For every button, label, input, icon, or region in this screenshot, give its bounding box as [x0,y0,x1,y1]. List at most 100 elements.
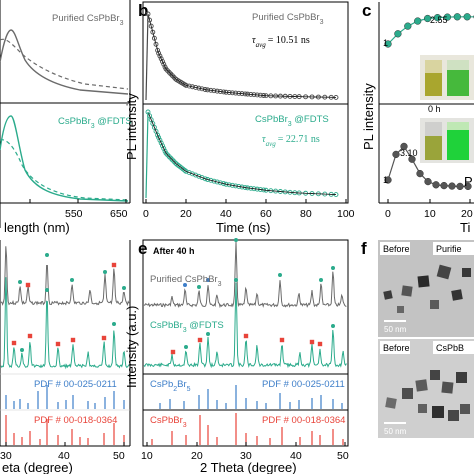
peak-marker-square [317,341,323,347]
series-point [416,169,424,178]
panel-c-lower-series [384,142,472,191]
panel-c: c PL intensity 0 h 1 2.55 1 3.10 [361,1,474,235]
series-point [440,181,448,190]
decay-marker [155,132,161,138]
panel-a-lower-solid-curve [0,115,129,202]
panel-d: PDF # 00-025-0211 PDF # 00-018-0364 30 4… [0,240,131,474]
decay-marker [150,29,156,35]
decay-fit-line [147,13,336,98]
panel-c-upper-photo [420,55,474,100]
peak-marker-dot [183,283,187,287]
peak-marker-dot [319,278,323,282]
peak-marker-square [197,337,203,343]
panel-e-xtick-50: 50 [337,450,349,462]
panel-e-upper-title: Purified CsPbBr3 [150,274,222,288]
peak-marker-dot [45,253,49,257]
panel-b-lower-tau: τavg = 22.71 ns [262,134,320,148]
panel-c-lower-first: 1 [383,175,388,185]
panel-e-lower-title: CsPbBr3 @FDTS [150,320,224,334]
panel-e-lower-pattern [143,282,347,369]
series-line [387,16,474,45]
panel-d-upper-pattern [0,246,130,307]
peak-marker-dot [184,345,188,349]
panel-d-pdf-red: PDF # 00-018-0364 [34,415,117,426]
panel-d-blue-reference-sticks [5,385,125,409]
peak-marker-square [70,337,76,343]
series-point [453,13,461,21]
panel-d-xtick-40: 40 [58,450,70,462]
peak-marker-dot [234,238,238,242]
peak-marker-square [279,337,285,343]
panel-b-xtick-100: 100 [337,208,355,220]
panel-e-xticks [146,442,346,446]
decay-marker [153,41,159,47]
series-point [433,14,442,22]
peak-marker-square [309,339,315,345]
series-point [414,17,422,25]
decay-marker [156,50,162,56]
peak-marker-square [27,333,33,339]
series-point [432,181,440,189]
peak-marker-dot [206,278,210,282]
panel-d-xlabel: eta (degree) [2,460,73,474]
panel-e-xtick-30: 30 [240,450,252,462]
decay-marker [151,35,157,41]
panel-e: e After 40 h Intensity (a.u.) Purified C… [124,238,349,474]
panel-d-xtick-50: 50 [113,450,125,462]
peak-marker-square [55,341,61,347]
decay-marker [158,140,164,146]
decay-rise [145,13,149,101]
decay-marker [160,143,165,149]
peak-marker-dot [103,270,107,274]
panel-e-peak-markers [170,238,335,355]
panel-b-upper-decay [145,11,339,101]
panel-c-upper-first: 1 [383,38,388,48]
panel-b-axes [142,1,349,204]
peak-marker-square [25,282,31,288]
series-point [443,13,452,21]
decay-fit-line [147,111,337,196]
panel-c-xtick-0: 0 [385,208,391,220]
panel-b-lower-decay [145,109,339,199]
panel-c-photo-label: 0 h [428,104,441,114]
panel-c-lower-partial-label: P [464,174,473,189]
panel-c-xtick-10: 10 [424,208,436,220]
decay-marker [155,47,161,53]
panel-b-xtick-80: 80 [300,208,312,220]
decay-marker [211,178,217,184]
decay-marker [157,137,163,143]
panel-e-ylabel: Intensity (a.u.) [124,306,139,388]
panel-c-label: c [362,1,371,20]
peak-marker-dot [331,324,335,328]
panel-b-xticks [145,199,347,203]
panel-c-upper-series [384,13,474,48]
panel-b-upper-title: Purified CsPbBr3 [252,12,324,26]
peak-marker-dot [18,280,22,284]
peak-marker-dot [20,348,24,352]
series-point [423,14,432,23]
peak-marker-dot [206,332,210,336]
peak-marker-square [243,333,249,339]
panel-f-top-before: Before [383,244,410,254]
panel-a-xtick-650: 650 [110,208,128,220]
panel-b-xtick-20: 20 [180,208,192,220]
series-point [424,177,432,186]
series-point [463,13,471,21]
panel-e-ref-blue-pdf: PDF # 00-025-0211 [262,379,345,390]
panel-b: b PL intensity Purified CsPbBr3 τavg = 10… [124,1,355,235]
decay-marker [160,59,165,64]
panel-e-xtick-40: 40 [290,450,302,462]
peak-marker-square [11,340,17,346]
peak-marker-dot [331,266,335,270]
panel-c-xtick-20: 20 [461,208,473,220]
panel-b-ylabel: PL intensity [124,93,139,160]
decay-marker [182,167,188,173]
panel-a-xlabel: length (nm) [4,220,70,235]
peak-marker-square [111,262,117,268]
panel-f-bottom-before: Before [383,343,410,353]
decay-marker [156,135,162,140]
panel-c-upper-peak: 2.55 [430,15,448,25]
decay-rise [145,111,149,199]
decay-marker [161,146,167,151]
panel-a-lower-legend: CsPbBr3 @FDTS [58,116,132,130]
